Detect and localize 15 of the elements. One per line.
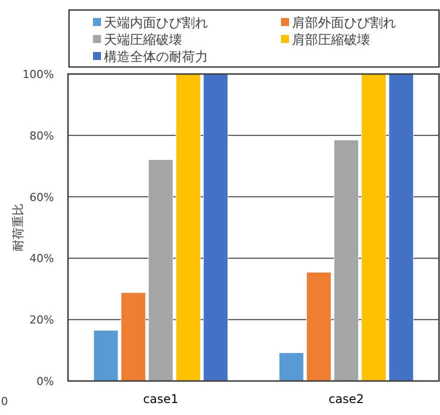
legend-label: 肩部圧縮破壊 <box>292 32 370 48</box>
y-tick-label: 60% <box>30 190 54 204</box>
y-tick-label: 20% <box>30 314 54 327</box>
y-tick-label: 40% <box>30 252 54 266</box>
y-axis-title: 耐荷重比 <box>11 204 25 252</box>
legend-label: 天端圧縮破壊 <box>104 33 182 48</box>
legend-label: 構造全体の耐荷力 <box>104 50 208 65</box>
y-tick-label: 0% <box>36 375 54 388</box>
y-tick-label: 100% <box>22 68 54 81</box>
x-tick-label: case1 <box>143 392 178 406</box>
legend-label: 肩部外面ひび割れ <box>292 15 396 31</box>
text: 0 <box>1 395 8 408</box>
x-tick-label: case2 <box>328 392 364 406</box>
legend-label: 天端内面ひび割れ <box>104 16 208 31</box>
y-tick-label: 80% <box>30 129 54 142</box>
